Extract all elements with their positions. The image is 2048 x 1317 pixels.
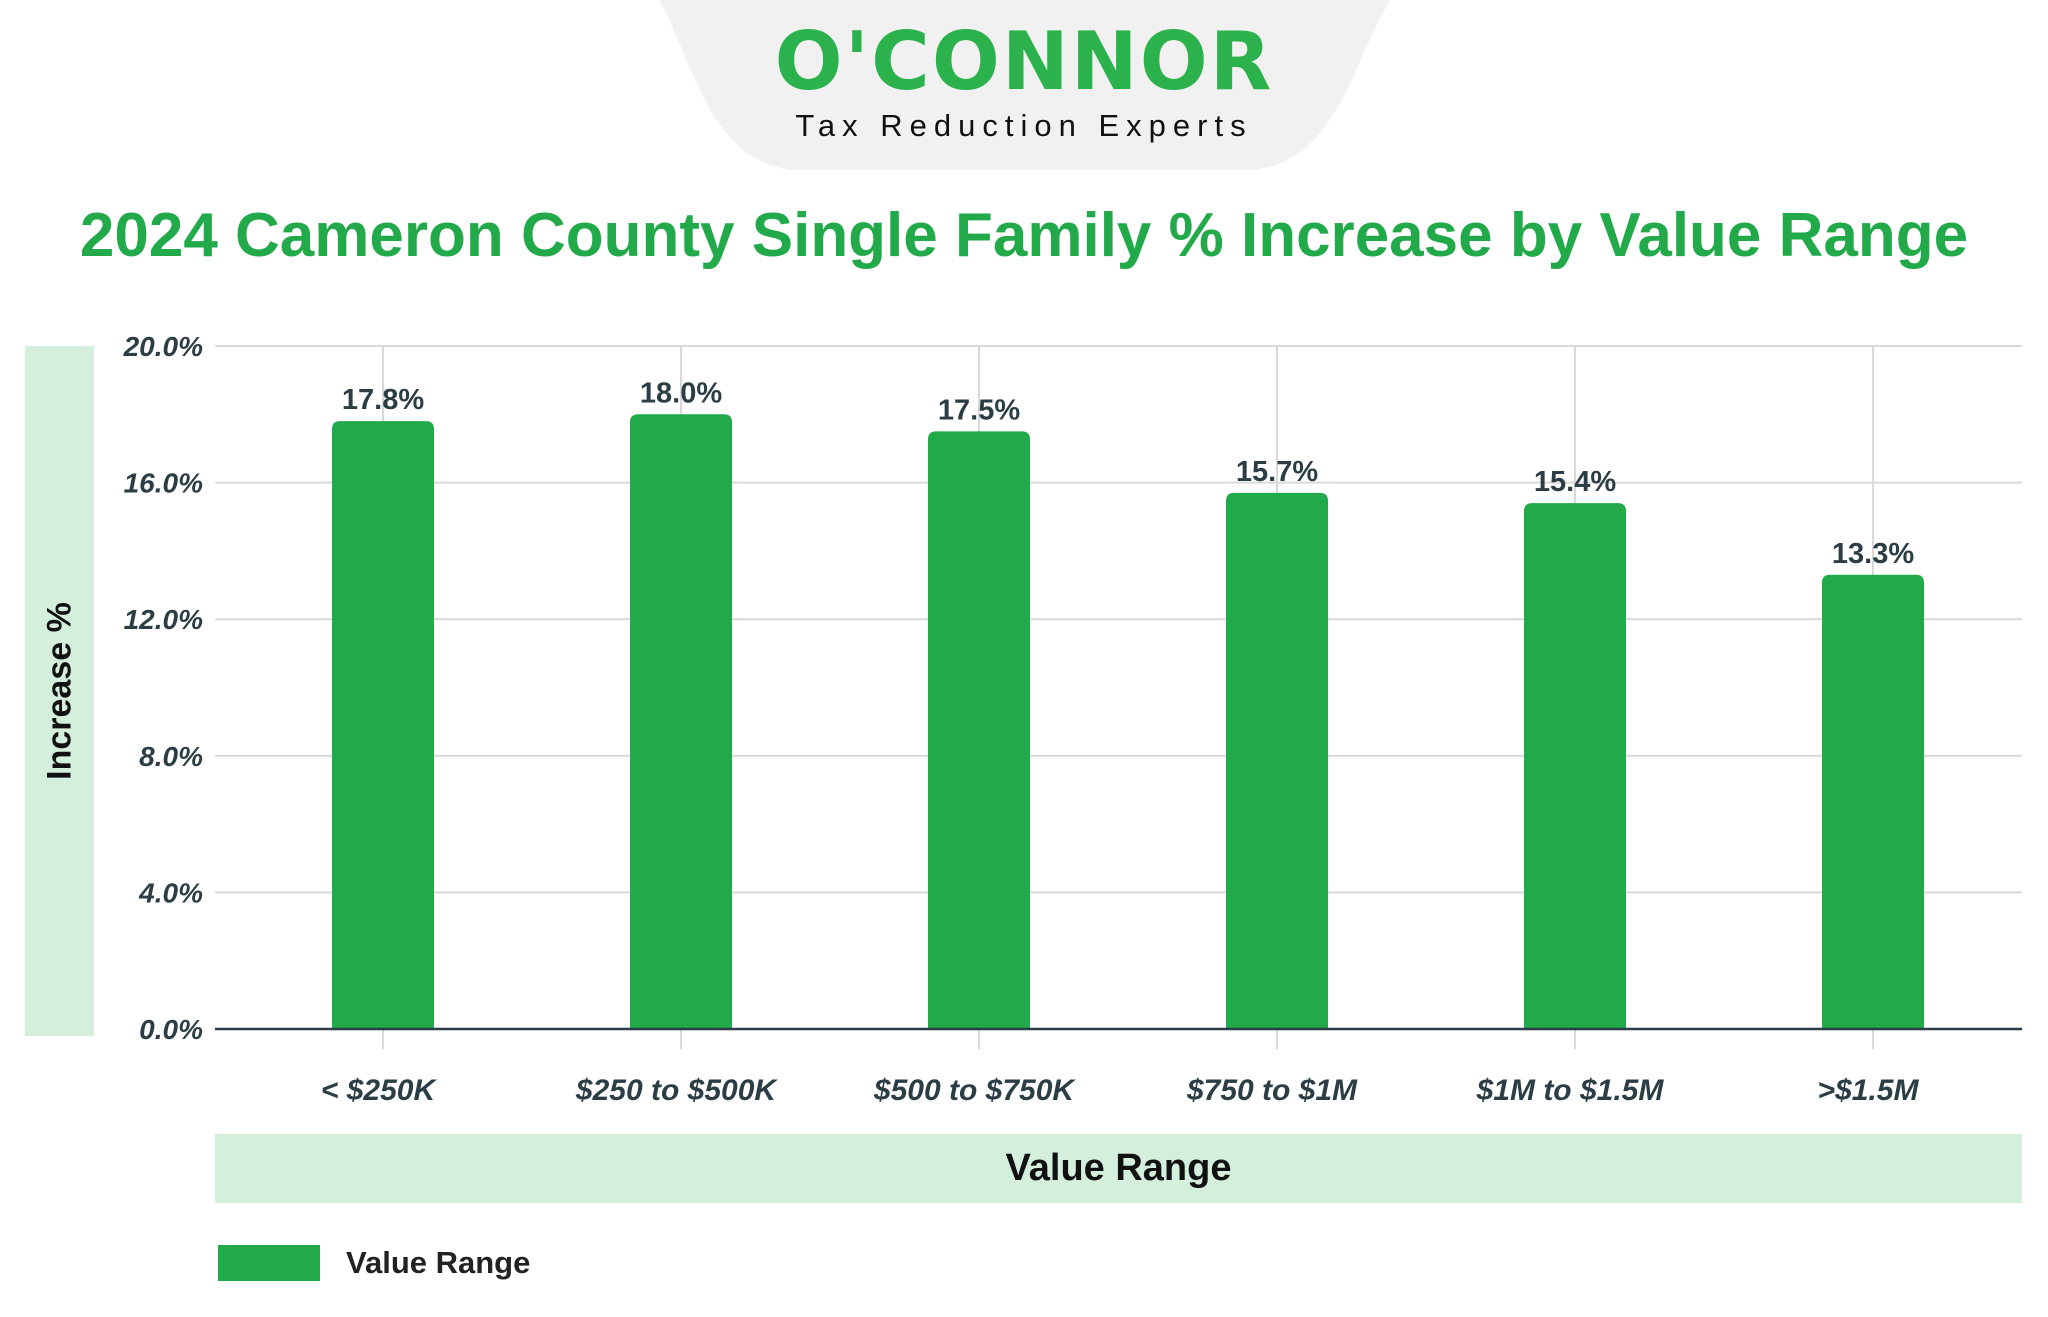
bar bbox=[1822, 574, 1924, 1029]
logo-tagline: Tax Reduction Experts bbox=[795, 108, 1253, 143]
x-axis-label-band: Value Range bbox=[215, 1134, 2022, 1203]
y-tick-label: 8.0% bbox=[139, 741, 203, 772]
logo-background bbox=[659, 0, 1391, 170]
data-label: 18.0% bbox=[640, 377, 722, 409]
x-axis-label: Value Range bbox=[1005, 1147, 1232, 1189]
data-label: 15.4% bbox=[1534, 466, 1616, 498]
logo: O'CONNOR bbox=[774, 15, 1274, 108]
bar bbox=[1524, 503, 1626, 1030]
y-tick-label: 0.0% bbox=[139, 1014, 203, 1045]
data-label: 17.5% bbox=[938, 394, 1020, 426]
x-tick-label: $750 to $1M bbox=[1186, 1074, 1358, 1107]
chart-title: 2024 Cameron County Single Family % Incr… bbox=[79, 201, 1969, 270]
data-label: 17.8% bbox=[342, 384, 424, 416]
x-tick-label: $250 to $500K bbox=[575, 1074, 778, 1107]
bar bbox=[928, 431, 1030, 1029]
data-label: 13.3% bbox=[1832, 538, 1914, 570]
legend: Value Range bbox=[218, 1245, 530, 1281]
x-tick-label: $500 to $750K bbox=[873, 1074, 1076, 1107]
data-label: 15.7% bbox=[1236, 456, 1318, 488]
legend-swatch bbox=[218, 1245, 320, 1281]
y-tick-label: 12.0% bbox=[124, 604, 203, 635]
bar bbox=[630, 414, 732, 1029]
x-tick-label: $1M to $1.5M bbox=[1476, 1074, 1665, 1107]
bar bbox=[332, 421, 434, 1029]
legend-label: Value Range bbox=[346, 1245, 531, 1280]
y-tick-label: 16.0% bbox=[124, 468, 203, 499]
y-tick-label: 20.0% bbox=[123, 331, 203, 362]
bar bbox=[1226, 492, 1328, 1030]
y-tick-label: 4.0% bbox=[138, 877, 203, 908]
x-tick-label: >$1.5M bbox=[1818, 1074, 1920, 1107]
y-axis-label-band bbox=[25, 346, 94, 1036]
x-tick-label: < $250K bbox=[321, 1074, 438, 1107]
